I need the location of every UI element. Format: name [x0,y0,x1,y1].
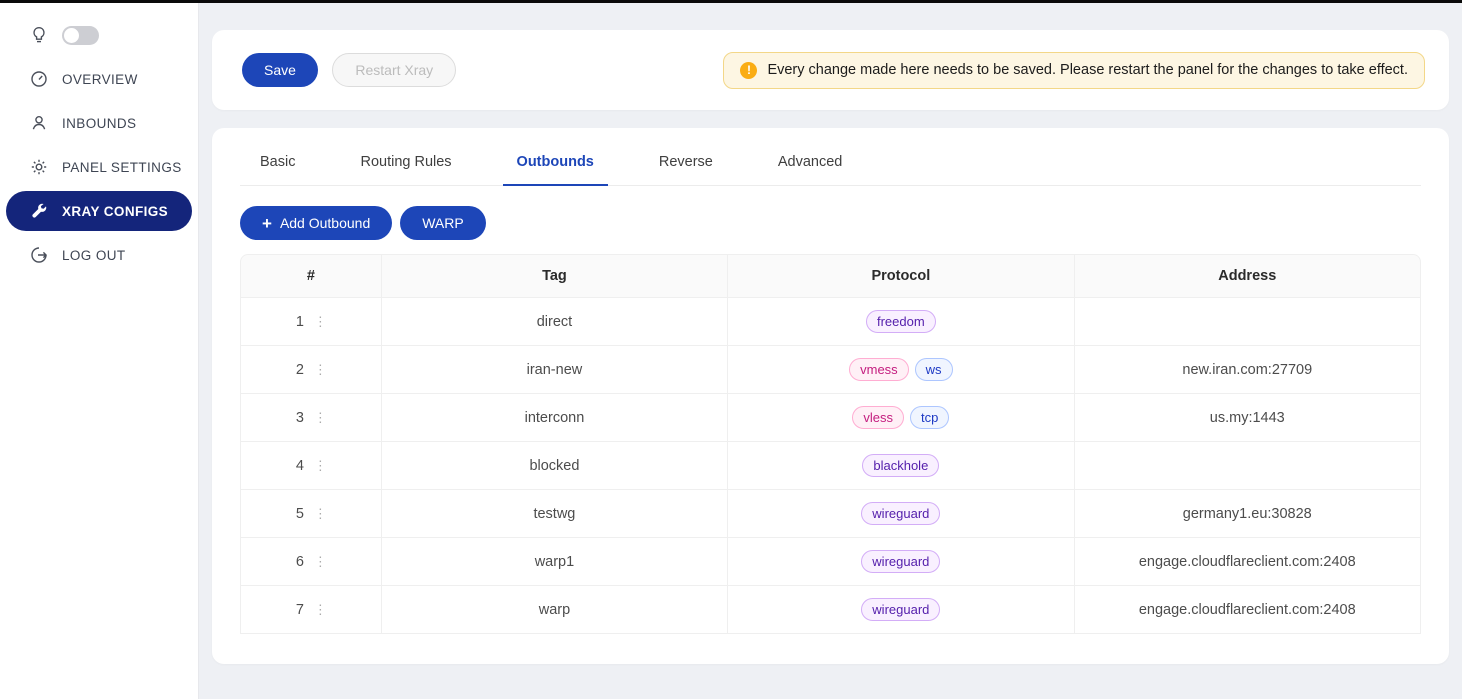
tab-advanced[interactable]: Advanced [777,154,843,170]
save-toolbar-card: Save Restart Xray ! Every change made he… [212,30,1449,110]
outbound-protocols: wireguard [728,586,1075,634]
tab-routing-rules[interactable]: Routing Rules [360,154,452,170]
protocol-badge: vless [852,406,904,429]
row-number: 7 [295,601,304,618]
sidebar-item-overview[interactable]: OVERVIEW [6,59,192,99]
gear-icon [30,158,48,176]
outbound-address: engage.cloudflareclient.com:2408 [1074,538,1421,586]
row-menu-icon[interactable]: ⋮ [313,506,327,521]
restart-xray-button: Restart Xray [332,53,457,87]
alert-text: Every change made here needs to be saved… [767,62,1408,78]
sidebar-item-log-out[interactable]: LOG OUT [6,235,192,275]
xray-configs-card: Basic Routing Rules Outbounds Reverse Ad… [212,128,1449,664]
outbound-tag: iran-new [381,346,729,394]
config-tabs: Basic Routing Rules Outbounds Reverse Ad… [240,154,1421,186]
table-row: 6 ⋮ warp1 wireguard engage.cloudflareclient.… [240,538,1421,586]
add-outbound-label: Add Outbound [279,215,371,231]
row-number: 5 [295,505,304,522]
sidebar-menu: OVERVIEW INBOUNDS PANEL SETTINGS [0,59,198,275]
row-menu-icon[interactable]: ⋮ [313,458,327,473]
outbound-actions: + Add Outbound WARP [240,206,1421,240]
outbound-tag: testwg [381,490,729,538]
outbound-tag: interconn [381,394,729,442]
outbound-protocols: wireguard [728,538,1075,586]
table-row: 4 ⋮ blocked blackhole [240,442,1421,490]
row-menu-icon[interactable]: ⋮ [313,314,327,329]
toolbar-buttons: Save Restart Xray [242,53,457,87]
row-number: 6 [295,553,304,570]
dashboard-icon [30,70,48,88]
outbound-tag: warp [381,586,729,634]
outbound-protocols: vless tcp [728,394,1075,442]
outbound-protocols: vmess ws [728,346,1075,394]
outbound-address: engage.cloudflareclient.com:2408 [1074,586,1421,634]
outbound-address: germany1.eu:30828 [1074,490,1421,538]
row-number: 4 [295,457,304,474]
tab-reverse[interactable]: Reverse [658,154,713,170]
row-menu-icon[interactable]: ⋮ [313,410,327,425]
theme-toggle-row [0,25,198,45]
sidebar-item-label: PANEL SETTINGS [62,159,182,175]
column-header-number: # [240,254,382,298]
protocol-badge: wireguard [861,502,941,525]
protocol-badge: wireguard [861,550,941,573]
tab-basic[interactable]: Basic [260,154,296,170]
sidebar-item-panel-settings[interactable]: PANEL SETTINGS [6,147,192,187]
protocol-badge: tcp [909,406,950,429]
sidebar-item-label: INBOUNDS [62,115,137,131]
protocol-badge: freedom [865,310,936,333]
warp-button[interactable]: WARP [400,206,486,240]
outbounds-table-body: 1 ⋮ direct freedom 2 ⋮ iran-new vmess ws new.iran… [240,298,1421,634]
plus-icon: + [262,213,272,233]
warning-icon: ! [740,61,758,79]
protocol-badge: ws [914,358,953,381]
wrench-icon [30,202,48,220]
outbound-protocols: wireguard [728,490,1075,538]
column-header-address: Address [1074,254,1421,298]
column-header-protocol: Protocol [728,254,1075,298]
row-menu-icon[interactable]: ⋮ [313,554,327,569]
outbound-address [1074,298,1421,346]
sidebar-item-label: LOG OUT [62,247,126,263]
protocol-badge: blackhole [862,454,940,477]
outbound-tag: blocked [381,442,729,490]
table-row: 7 ⋮ warp wireguard engage.cloudflareclient.c… [240,586,1421,634]
sidebar-item-label: XRAY CONFIGS [62,203,169,219]
lightbulb-icon [30,26,48,44]
add-outbound-button[interactable]: + Add Outbound [240,206,393,240]
sidebar-item-xray-configs[interactable]: XRAY CONFIGS [6,191,192,231]
outbound-address: new.iran.com:27709 [1074,346,1421,394]
table-header-row: # Tag Protocol Address [240,254,1421,298]
save-warning-alert: ! Every change made here needs to be sav… [723,51,1425,89]
outbound-protocols: freedom [728,298,1075,346]
outbound-tag: direct [381,298,729,346]
table-row: 3 ⋮ interconn vless tcp us.my:1443 [240,394,1421,442]
top-black-bar [0,0,1462,3]
main-content: Save Restart Xray ! Every change made he… [199,3,1462,699]
outbound-protocols: blackhole [728,442,1075,490]
column-header-tag: Tag [381,254,729,298]
row-number: 3 [295,409,304,426]
row-menu-icon[interactable]: ⋮ [313,602,327,617]
table-row: 2 ⋮ iran-new vmess ws new.iran.com:27709 [240,346,1421,394]
sidebar: OVERVIEW INBOUNDS PANEL SETTINGS [0,3,199,699]
outbound-address: us.my:1443 [1074,394,1421,442]
outbound-address [1074,442,1421,490]
dark-mode-toggle[interactable] [62,25,99,45]
row-number: 2 [295,361,304,378]
row-menu-icon[interactable]: ⋮ [313,362,327,377]
logout-icon [30,246,48,264]
outbound-tag: warp1 [381,538,729,586]
table-row: 1 ⋮ direct freedom [240,298,1421,346]
save-button[interactable]: Save [242,53,318,87]
row-number: 1 [295,313,304,330]
protocol-badge: vmess [849,358,909,381]
user-icon [30,114,48,132]
table-row: 5 ⋮ testwg wireguard germany1.eu:30828 [240,490,1421,538]
tab-outbounds[interactable]: Outbounds [502,154,609,186]
sidebar-item-inbounds[interactable]: INBOUNDS [6,103,192,143]
sidebar-item-label: OVERVIEW [62,71,138,87]
outbounds-table: # Tag Protocol Address 1 ⋮ direct freedom 2 ⋮… [240,254,1421,634]
protocol-badge: wireguard [861,598,941,621]
